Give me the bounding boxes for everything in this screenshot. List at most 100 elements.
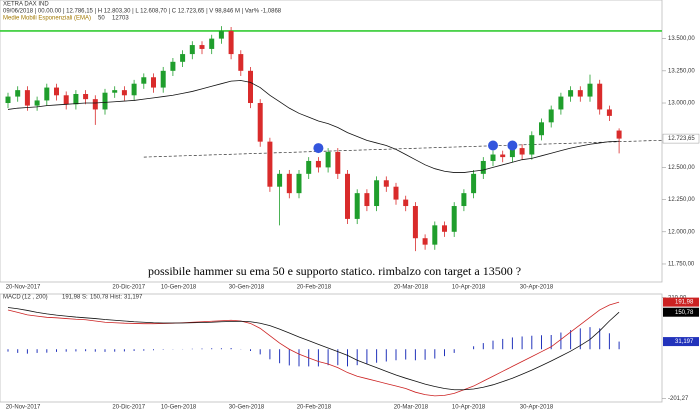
marker xyxy=(313,143,324,154)
ema-value: 12703 xyxy=(112,16,129,22)
macd-panel xyxy=(0,293,663,403)
candle-body xyxy=(24,90,30,106)
last-price-label: 12.723,65 xyxy=(668,136,695,142)
y-tick-label: 12.000,00 xyxy=(668,229,695,235)
candle-body xyxy=(374,180,380,207)
candle-body xyxy=(335,151,341,174)
y-tick-label: 12.500,00 xyxy=(668,165,695,171)
candle-body xyxy=(597,83,603,110)
candle-body xyxy=(83,94,89,100)
candle-body xyxy=(422,238,428,245)
candle-body xyxy=(383,180,389,187)
candle-body xyxy=(345,173,350,219)
macd-line xyxy=(7,301,620,397)
candle-body xyxy=(577,90,583,97)
signal-value: 150,78 xyxy=(90,295,109,301)
candle-body xyxy=(5,96,11,104)
series-last-box xyxy=(663,337,699,347)
x-tick-label: 20-Mar-2018 xyxy=(394,285,429,291)
candle-body xyxy=(102,92,108,110)
candle-body xyxy=(471,173,477,194)
candle-body xyxy=(509,148,515,158)
candle-body xyxy=(15,90,21,97)
candle-body xyxy=(403,199,409,207)
candle-body xyxy=(616,130,622,139)
candle-body xyxy=(44,87,50,101)
candle-body xyxy=(539,122,544,136)
candle-body xyxy=(151,77,156,88)
trendline xyxy=(143,139,663,158)
x-tick-label: 30-Gen-2018 xyxy=(229,285,265,291)
y-tick-label: 11.750,00 xyxy=(668,262,695,268)
candle-body xyxy=(170,61,176,71)
candle-body xyxy=(112,90,118,93)
x-tick-label: 20-Nov-2017 xyxy=(6,285,41,291)
candle-body xyxy=(587,83,593,97)
x-tick-label: 30-Gen-2018 xyxy=(229,405,265,411)
candle-body xyxy=(490,154,496,161)
x-tick-label: 30-Apr-2018 xyxy=(520,285,554,291)
candle-body xyxy=(606,109,612,116)
candle-body xyxy=(548,109,554,123)
last-price-box xyxy=(662,133,700,144)
candle-body xyxy=(228,30,234,55)
candle-body xyxy=(180,54,186,62)
x-tick-label: 10-Apr-2018 xyxy=(452,405,486,411)
macd-y-tick-label: -201,27 xyxy=(668,396,689,402)
candle-body xyxy=(325,151,331,168)
candle-body xyxy=(121,90,127,96)
candle-body xyxy=(63,95,69,105)
macd-line xyxy=(7,307,620,391)
x-tick-label: 20-Nov-2017 xyxy=(6,405,41,411)
x-tick-label: 20-Feb-2018 xyxy=(297,285,332,291)
candle-body xyxy=(238,54,244,71)
hist-prefix: Hist: xyxy=(110,295,122,301)
candle-body xyxy=(209,38,215,49)
ema-period: 50 xyxy=(98,16,105,22)
candle-body xyxy=(189,45,195,55)
series-last-label: 31,197 xyxy=(675,339,694,345)
hist-value: 31,197 xyxy=(124,295,143,301)
y-tick-label: 13.000,00 xyxy=(668,101,695,107)
x-tick-label: 10-Gen-2018 xyxy=(161,405,197,411)
candle-body xyxy=(73,94,79,105)
series-last-box xyxy=(663,307,699,317)
candle-body xyxy=(199,45,205,49)
candle-body xyxy=(432,225,438,245)
x-tick-label: 20-Dic-2017 xyxy=(112,285,145,291)
x-tick-label: 30-Apr-2018 xyxy=(520,405,554,411)
candle-body xyxy=(529,135,535,155)
candle-body xyxy=(141,77,147,84)
macd-value: 191,98 xyxy=(62,295,81,301)
candle-body xyxy=(296,173,302,194)
ohlc-info: 09/06/2018 | 00.00.00 | 12.786,15 | H 12… xyxy=(3,9,282,15)
candle-body xyxy=(442,225,447,232)
x-tick-label: 10-Gen-2018 xyxy=(161,285,197,291)
ema-legend: Medie Mobili Esponenziali (EMA) xyxy=(3,16,91,22)
marker xyxy=(488,140,498,151)
y-tick-label: 13.500,00 xyxy=(668,36,695,42)
candle-body xyxy=(306,160,312,174)
candle-body xyxy=(480,160,486,174)
annotation: possibile hammer su ema 50 e supporto st… xyxy=(148,264,521,278)
marker xyxy=(507,140,518,151)
candle-body xyxy=(160,70,166,88)
candle-body xyxy=(500,154,506,158)
series-last-label: 191,98 xyxy=(675,300,694,306)
candle-body xyxy=(286,173,292,194)
candle-body xyxy=(248,70,253,104)
candle-body xyxy=(315,160,321,168)
main-panel xyxy=(0,0,663,283)
candle-body xyxy=(354,193,360,219)
candle-body xyxy=(34,100,40,106)
candle-body xyxy=(257,103,263,142)
y-tick-label: 12.250,00 xyxy=(668,197,695,203)
y-tick-label: 13.250,00 xyxy=(668,68,695,74)
candle-body xyxy=(412,206,418,239)
x-tick-label: 10-Apr-2018 xyxy=(452,285,486,291)
macd-title: MACD xyxy=(3,295,21,301)
candle-body xyxy=(277,173,283,187)
candle-body xyxy=(568,90,574,97)
ema-line xyxy=(7,80,620,173)
